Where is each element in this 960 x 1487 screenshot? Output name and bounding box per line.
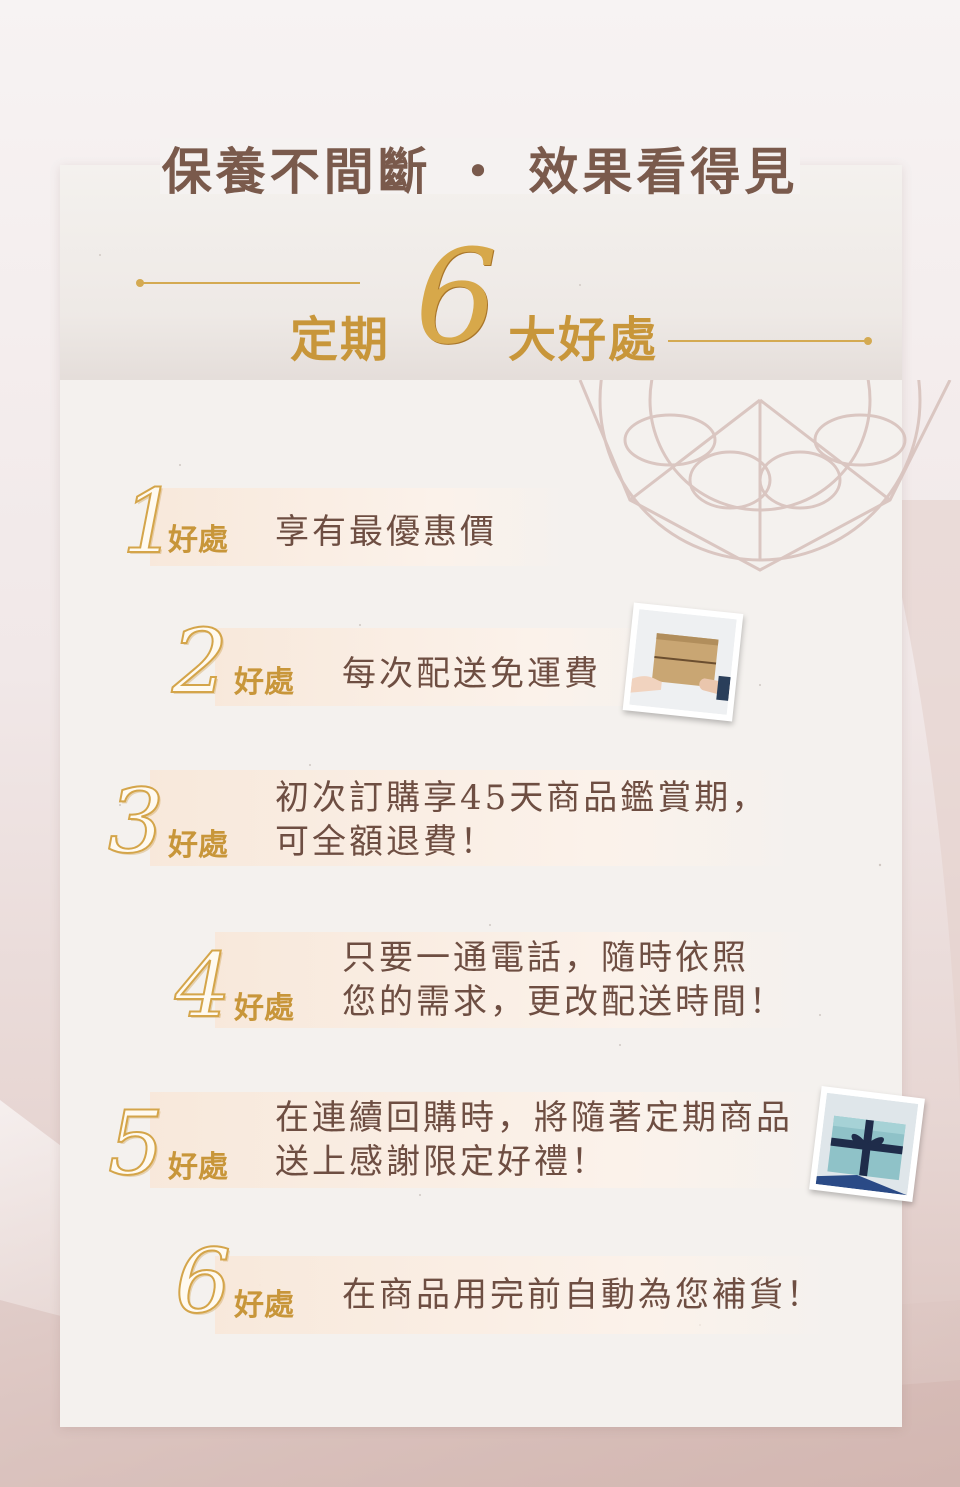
benefit-bar-2 xyxy=(215,628,675,706)
header-band xyxy=(60,165,902,380)
gift-box-image xyxy=(815,1092,919,1196)
benefit-text-3: 初次訂購享45天商品鑑賞期， 可全額退費！ xyxy=(275,776,768,864)
benefit-number-6: 6 xyxy=(174,1230,232,1333)
benefit-text-4: 只要一通電話，隨時依照 您的需求，更改配送時間！ xyxy=(342,936,786,1024)
benefit-text-1-line-1: 享有最優惠價 xyxy=(275,512,497,552)
benefit-label-4: 好處 xyxy=(234,991,294,1026)
benefit-number-1: 1 xyxy=(121,470,179,573)
benefit-text-6-line-1: 在商品用完前自動為您補貨！ xyxy=(342,1275,823,1315)
benefit-number-3: 3 xyxy=(107,770,165,873)
benefit-bar-5 xyxy=(150,1092,830,1188)
subtitle-left: 定期 xyxy=(290,312,391,368)
benefit-text-3-line-2: 可全額退費！ xyxy=(275,822,497,862)
benefit-label-5: 好處 xyxy=(168,1150,228,1185)
benefit-number-4: 4 xyxy=(174,934,232,1037)
benefit-text-2: 每次配送免運費 xyxy=(342,652,601,696)
title-backdrop xyxy=(160,138,800,194)
benefit-text-4-line-2: 您的需求，更改配送時間！ xyxy=(342,982,786,1022)
benefit-text-2-line-1: 每次配送免運費 xyxy=(342,654,601,694)
benefit-bar-4 xyxy=(215,932,815,1028)
benefit-label-3: 好處 xyxy=(168,828,228,863)
benefit-number-5: 5 xyxy=(107,1092,165,1195)
rose-window-ornament xyxy=(578,380,952,572)
benefit-label-6: 好處 xyxy=(234,1288,294,1323)
page-title: 保養不間斷 ・ 效果看得見 xyxy=(161,142,799,201)
subtitle-right: 大好處 xyxy=(508,312,659,368)
benefit-text-6: 在商品用完前自動為您補貨！ xyxy=(342,1273,823,1317)
ornament-line-left xyxy=(140,282,360,284)
benefit-text-5-line-1: 在連續回購時，將隨著定期商品 xyxy=(275,1098,793,1138)
subtitle-number: 6 xyxy=(415,221,498,373)
benefit-bar-1 xyxy=(150,488,570,566)
gift-photo xyxy=(809,1086,925,1202)
benefit-text-1: 享有最優惠價 xyxy=(275,510,497,554)
delivery-photo xyxy=(622,602,744,722)
benefit-text-5: 在連續回購時，將隨著定期商品 送上感謝限定好禮！ xyxy=(275,1096,793,1184)
benefit-label-1: 好處 xyxy=(168,523,228,558)
benefit-number-2: 2 xyxy=(171,610,229,713)
ornament-line-right xyxy=(668,340,868,342)
ornament-dot-right xyxy=(864,337,872,345)
paper-texture xyxy=(99,254,882,1326)
box-handover-image xyxy=(629,609,737,715)
benefit-bar-3 xyxy=(150,770,800,866)
benefit-label-2: 好處 xyxy=(234,665,294,700)
benefit-text-4-line-1: 只要一通電話，隨時依照 xyxy=(342,938,749,978)
benefit-text-3-line-1: 初次訂購享45天商品鑑賞期， xyxy=(275,778,769,818)
benefit-bar-6 xyxy=(215,1256,835,1334)
benefit-text-5-line-2: 送上感謝限定好禮！ xyxy=(275,1142,608,1182)
